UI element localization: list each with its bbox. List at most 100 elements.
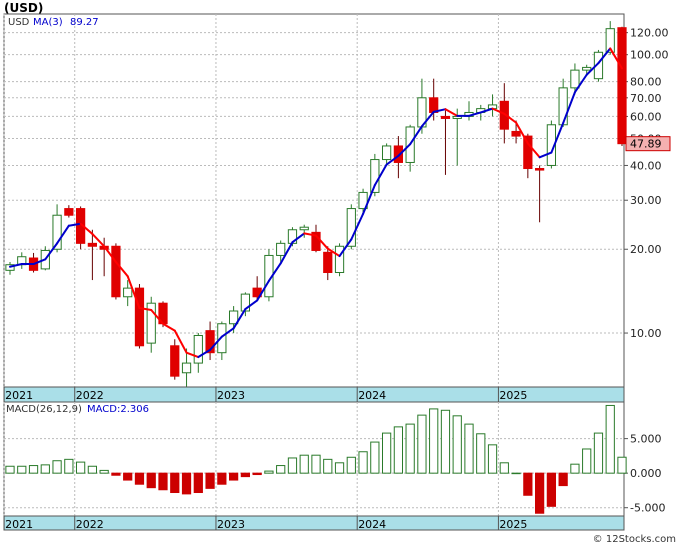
candle-body [123,287,133,298]
ma-line-segment [79,222,94,235]
macd-bar [228,472,239,481]
candle-body [181,362,192,374]
ma-line-segment [538,151,553,159]
price-tick-label: 60.00 [630,110,662,123]
candle-body [534,168,545,171]
candle-body [393,145,404,163]
macd-bar [558,472,568,487]
price-tick-label: 10.00 [630,327,662,340]
candle [205,321,215,361]
ma-line-segment [326,247,341,258]
ma-line-segment [479,107,494,114]
macd-bar [264,470,274,474]
ma-line-segment [420,110,435,128]
date-band-label: 2025 [499,518,527,531]
date-band-label: 2022 [76,389,104,402]
ma-line-segment [526,142,541,159]
ma-line-segment [503,112,518,124]
candle-body [440,115,451,119]
date-band-label: 2023 [217,389,245,402]
macd-bar [28,465,39,474]
ma-line-segment [338,238,353,258]
macd-panel: 5.000 0.000 -5.000 MACD(26,12,9) MACD:2.306 2… [3,401,665,531]
candle [570,63,580,95]
ma-line-segment [126,275,141,310]
ma-line-segment [267,262,282,282]
candle [323,246,333,281]
candle [240,292,251,317]
macd-bar [252,472,262,476]
date-band-label: 2024 [358,389,386,402]
macd-bar [511,472,521,475]
price-tick-label: 20.00 [630,243,662,256]
macd-bar [370,441,380,474]
ma-line-segment [244,299,259,311]
macd-bar [40,464,50,474]
macd-bar [570,463,580,474]
candle [534,165,545,223]
price-tick-label: 120.00 [630,27,669,40]
macd-bar [617,456,627,474]
ma-line-segment [550,122,565,154]
ma-line-segment [103,245,117,263]
price-tick-label: 70.00 [630,92,662,105]
legend-ma-value: 89.27 [70,17,99,28]
macd-bar [393,426,404,474]
candle [346,204,356,250]
ma-line-segment [44,242,59,261]
candle-body [87,242,98,247]
macd-bar [487,444,498,474]
ma-line-segment [362,184,376,215]
candle-body [558,87,568,126]
ma-line-segment [515,121,529,145]
candle-body [499,100,509,130]
candle [170,339,180,380]
candle-body [617,27,627,145]
candle [123,280,133,307]
candle-body [570,69,580,89]
ma-line-segment [9,263,23,268]
macd-bar [75,461,86,474]
macd-bar [476,433,486,474]
macd-bar [111,472,121,476]
candle-body [334,245,345,274]
candle [593,49,604,82]
price-tick-label: 80.00 [630,76,662,89]
candle-body [299,226,309,231]
macd-bar [311,454,321,474]
ma-line-segment [373,163,388,187]
macd-tick-label: 0.000 [630,467,662,480]
ma-line-segment [114,260,129,278]
macd-bar [170,472,180,494]
date-band-label: 2022 [76,518,104,531]
candle [276,240,286,262]
candle [134,284,145,349]
copyright-footer: © 12Stocks.com [593,534,676,545]
ma-line-segment [197,348,212,359]
ma-line-segment [162,322,176,332]
ma-line-segment [385,154,400,166]
macd-bar [429,408,439,474]
candle [358,188,368,213]
macd-bar [440,409,451,474]
ma-line-segment [232,308,247,330]
ma-line-segment [209,335,223,351]
ma-line-segment [350,212,365,241]
candle-body [134,287,145,347]
legend-ma-label: MA(3) [33,17,63,28]
candle-body [111,245,121,298]
macd-bar [546,472,557,507]
date-band-label: 2021 [5,518,33,531]
ma-line-segment [279,241,294,265]
candle-body [75,208,86,244]
macd-bar [464,423,474,474]
candle [523,133,533,179]
ma-line-segment [468,111,482,117]
candle-body [205,330,215,354]
candle [181,348,192,387]
candle [299,224,309,238]
candle-body [170,345,180,377]
ma-line-segment [609,47,623,70]
price-tick-label: 40.00 [630,159,662,172]
